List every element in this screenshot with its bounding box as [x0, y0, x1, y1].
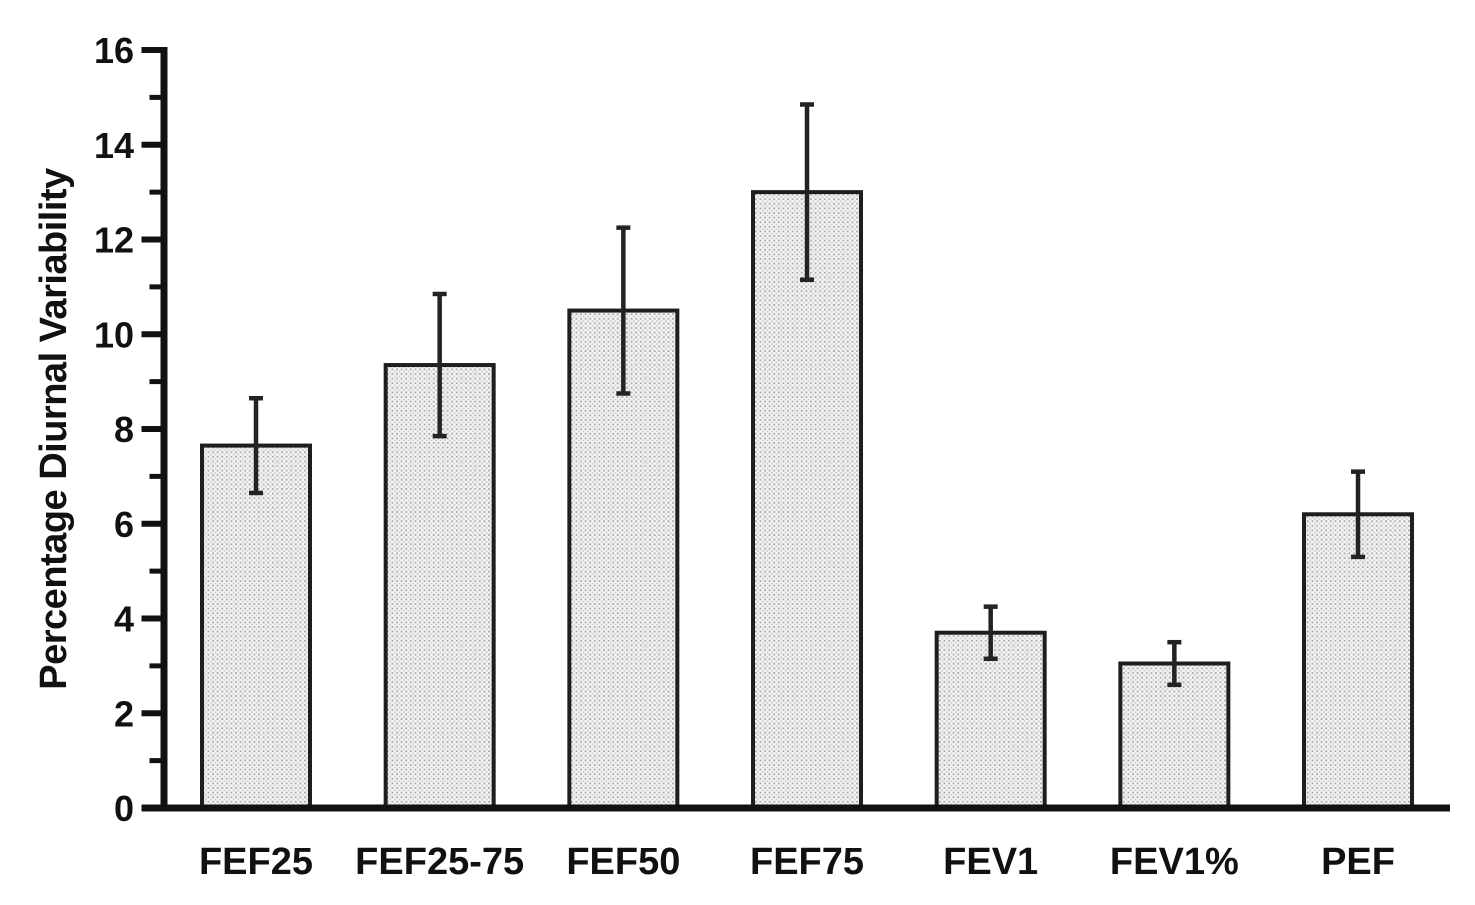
x-category-label: FEF25-75 [355, 841, 524, 883]
error-bar-PEF [1351, 469, 1366, 560]
error-bar-FEF75 [800, 102, 815, 283]
x-category-label: FEF75 [750, 841, 864, 883]
y-tick-label: 2 [114, 693, 134, 734]
y-tick-label: 12 [94, 220, 134, 261]
y-tick-label: 6 [114, 504, 134, 545]
error-bar-FEF25-75 [432, 291, 447, 439]
y-tick-label: 4 [114, 599, 134, 640]
error-bar-FEV1% [1167, 639, 1182, 688]
y-tick-label: 8 [114, 409, 134, 450]
y-tick-label: 14 [94, 125, 134, 166]
bar-FEF25 [200, 443, 312, 810]
y-tick-label: 0 [114, 788, 134, 829]
x-category-label: FEF25 [199, 841, 313, 883]
y-tick-label: 10 [94, 314, 134, 355]
error-bar-FEF50 [616, 225, 631, 396]
plot-area: 0 2 4 6 8 10 12 14 16 FEF25 FEF25-75 FEF50 FEF75 FEV1… [94, 30, 1450, 883]
error-bar-FEF25 [249, 395, 263, 496]
x-category-label: FEV1 [943, 841, 1038, 883]
x-category-label: FEV1% [1110, 841, 1239, 883]
bar-FEV1% [1118, 661, 1231, 810]
x-category-label: PEF [1321, 841, 1395, 883]
y-axis-title: Percentage Diurnal Variability [33, 168, 75, 690]
bar-FEF25-75 [383, 363, 496, 810]
error-bar-FEV1 [983, 604, 998, 662]
x-category-label: FEF50 [566, 841, 680, 883]
y-tick-label: 16 [94, 30, 134, 71]
bar-FEF75 [751, 190, 864, 810]
